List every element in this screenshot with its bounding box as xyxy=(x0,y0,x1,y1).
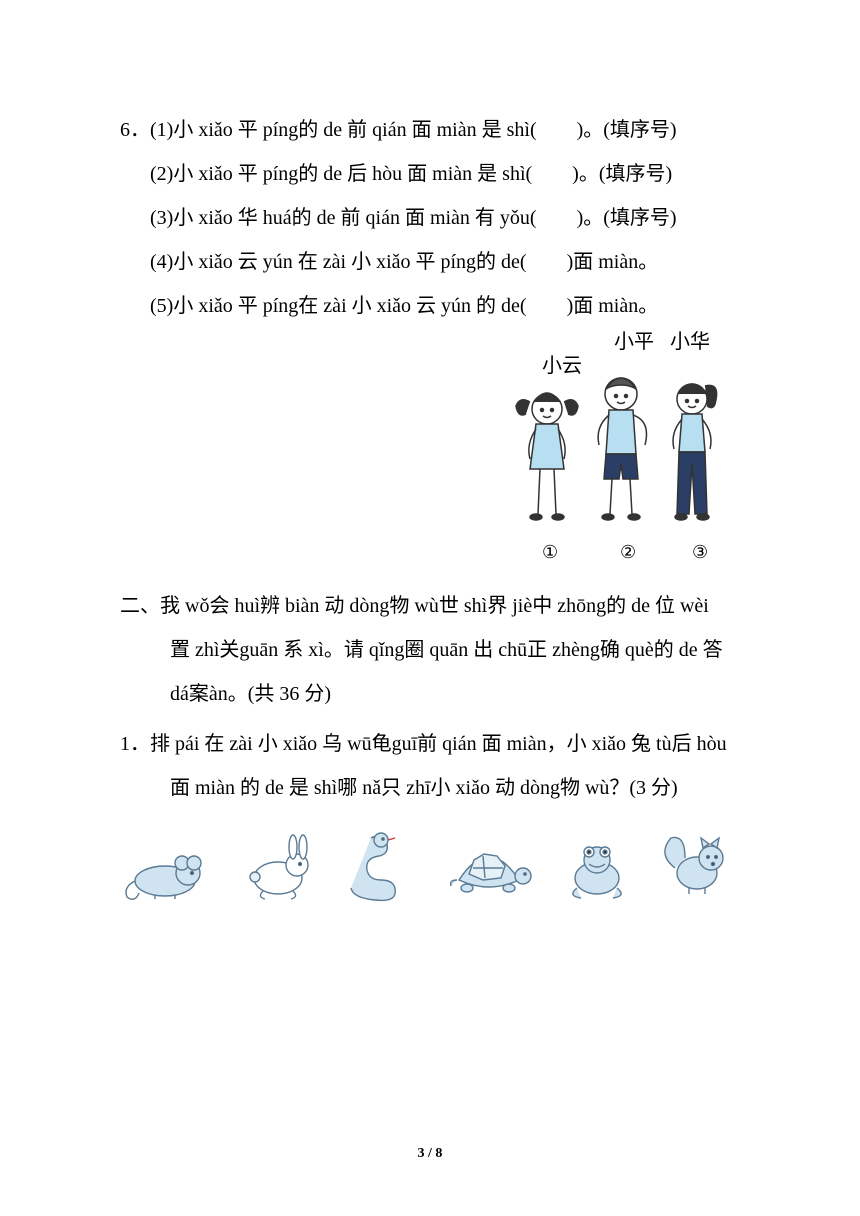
question-2-1: 1．排 pái 在 zài 小 xiǎo 乌 wū龟guī前 qián 面 mi… xyxy=(120,724,740,808)
q2-1-line1: 1．排 pái 在 zài 小 xiǎo 乌 wū龟guī前 qián 面 mi… xyxy=(120,724,740,764)
page-number: 3 / 8 xyxy=(0,1140,860,1168)
child-number-2: ② xyxy=(620,534,636,570)
section-2-header: 二、我 wǒ会 huì辨 biàn 动 dòng物 wù世 shì界 jiè中 … xyxy=(120,586,740,714)
child-number-1: ① xyxy=(542,534,558,570)
q6-2: (2)小 xiǎo 平 píng的 de 后 hòu 面 miàn 是 shì(… xyxy=(120,154,740,194)
child-2-svg xyxy=(584,369,659,548)
animal-turtle xyxy=(439,838,539,903)
q6-item-1: (1)小 xiǎo 平 píng的 de 前 qián 面 miàn 是 shì… xyxy=(150,119,677,141)
q6-5: (5)小 xiǎo 平 píng在 zài 小 xiǎo 云 yún 的 de(… xyxy=(120,286,740,326)
animal-rabbit xyxy=(233,833,323,903)
animal-frog xyxy=(557,838,637,903)
child-1-svg xyxy=(512,384,582,548)
q6-4: (4)小 xiǎo 云 yún 在 zài 小 xiǎo 平 píng的 de(… xyxy=(120,242,740,282)
q6-3: (3)小 xiǎo 华 huá的 de 前 qián 面 miàn 有 yǒu(… xyxy=(120,198,740,238)
section2-line3: dá案àn。(共 36 分) xyxy=(120,674,740,714)
animal-mouse xyxy=(120,843,215,903)
question-6: 6．(1)小 xiǎo 平 píng的 de 前 qián 面 miàn 是 s… xyxy=(120,110,740,326)
q6-prefix: 6． xyxy=(120,119,150,141)
worksheet-page: 6．(1)小 xiǎo 平 píng的 de 前 qián 面 miàn 是 s… xyxy=(0,0,860,1216)
child-3-svg xyxy=(657,374,727,548)
q6-1: 6．(1)小 xiǎo 平 píng的 de 前 qián 面 miàn 是 s… xyxy=(120,110,740,150)
child-number-3: ③ xyxy=(692,534,708,570)
section2-line1: 二、我 wǒ会 huì辨 biàn 动 dòng物 wù世 shì界 jiè中 … xyxy=(120,586,740,626)
section2-line2: 置 zhì关guān 系 xì。请 qǐng圈 quān 出 chū正 zhèn… xyxy=(120,630,740,670)
animal-fox xyxy=(655,828,740,903)
animal-snake xyxy=(341,828,421,903)
label-xiaoyun: 小云 xyxy=(542,354,582,378)
animals-row xyxy=(120,828,740,903)
q2-1-line2: 面 miàn 的 de 是 shì哪 nǎ只 zhī小 xiǎo 动 dòng物… xyxy=(120,768,740,808)
children-figure: 小云 小平 小华 xyxy=(502,330,732,570)
label-xiaoping: 小平 xyxy=(614,330,654,354)
label-xiaohua: 小华 xyxy=(670,330,710,354)
